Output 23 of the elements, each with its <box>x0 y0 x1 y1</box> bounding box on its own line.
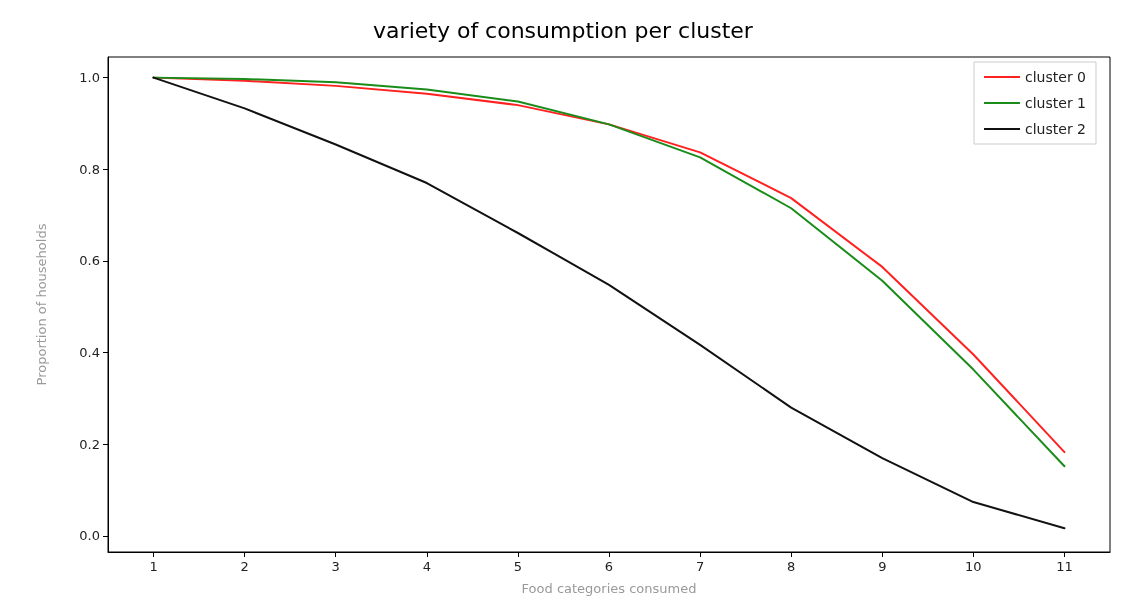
y-tick-label: 0.8 <box>79 161 100 177</box>
x-tick-label: 1 <box>149 559 158 574</box>
x-tick-label: 11 <box>1056 559 1073 574</box>
x-tick-label: 9 <box>878 559 887 574</box>
x-axis-title: Food categories consumed <box>521 581 697 596</box>
legend-label: cluster 2 <box>1025 121 1087 137</box>
x-tick-label: 10 <box>965 559 982 574</box>
x-tick-label: 6 <box>604 559 614 574</box>
chart-title: variety of consumption per cluster <box>373 17 754 43</box>
y-tick-label: 1.0 <box>79 70 100 86</box>
x-tick-label: 3 <box>331 559 340 574</box>
x-tick-label: 2 <box>240 559 249 574</box>
x-tick-label: 4 <box>422 559 431 574</box>
x-tick-label: 8 <box>787 559 796 574</box>
legend-label: cluster 1 <box>1025 95 1087 111</box>
y-tick-label: 0.0 <box>79 528 100 544</box>
x-tick-label: 5 <box>513 559 523 574</box>
legend-label: cluster 0 <box>1025 69 1087 85</box>
y-axis-title: Proportion of households <box>34 223 49 386</box>
y-tick-label: 0.2 <box>79 436 100 452</box>
y-tick-label: 0.4 <box>79 345 100 361</box>
y-tick-label: 0.6 <box>79 253 100 269</box>
x-tick-label: 7 <box>695 559 705 574</box>
